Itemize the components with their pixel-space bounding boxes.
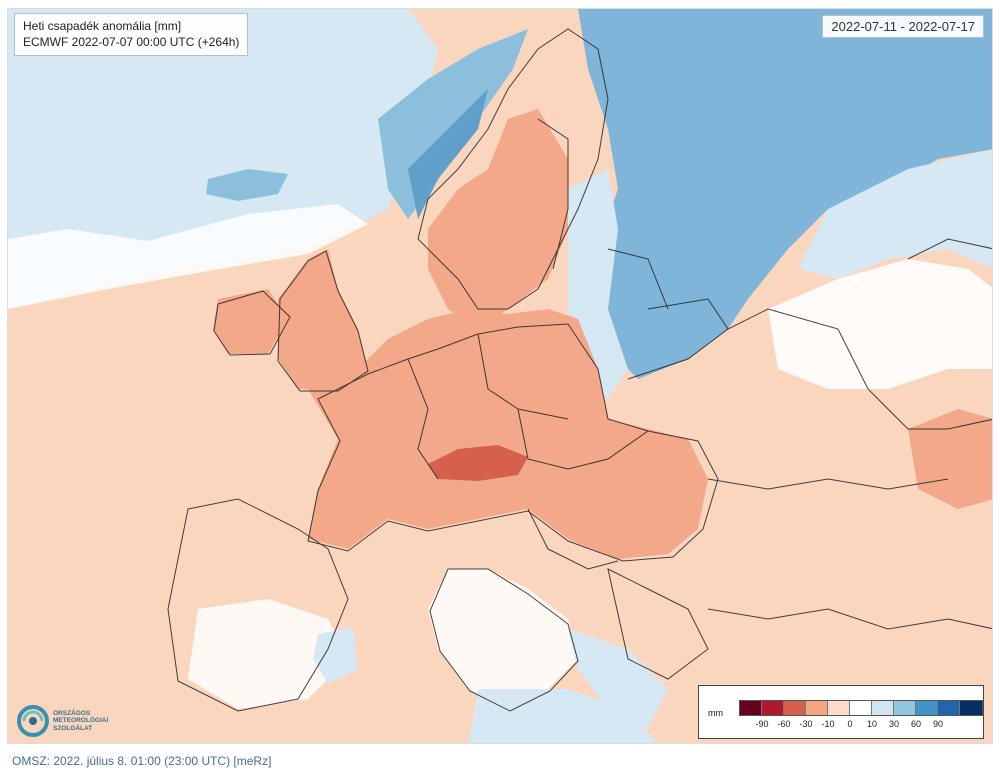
russia-neutral-area: [768, 259, 992, 389]
country-borders: [167, 28, 992, 712]
scandinavia-dry-area: [428, 109, 568, 329]
ireland-dry-area: [213, 289, 288, 354]
legend-swatch: [784, 701, 806, 715]
map-subtitle: ECMWF 2022-07-07 00:00 UTC (+264h): [23, 35, 240, 49]
omsz-logo: ORSZÁGOS METEOROLÓGIAI SZOLGÁLAT: [16, 699, 134, 743]
map-title-box: Heti csapadék anomália [mm] ECMWF 2022-0…: [14, 13, 249, 56]
legend-tick-label: 10: [866, 719, 878, 729]
legend-tick-label: -90: [755, 719, 769, 729]
norway-coast-wet-area: [408, 89, 488, 219]
legend-swatch: [806, 701, 828, 715]
map-frame: Heti csapadék anomália [mm] ECMWF 2022-0…: [7, 8, 993, 744]
legend-tick-label: 0: [847, 719, 853, 729]
legend-unit: mm: [708, 708, 723, 718]
legend-ticks: -90 -60 -30 -10 0 10 30 60 90: [739, 719, 992, 733]
legend-swatch: [916, 701, 938, 715]
legend-tick-label: -60: [777, 719, 791, 729]
legend-swatch: [960, 701, 982, 715]
omsz-logo-text: ORSZÁGOS METEOROLÓGIAI SZOLGÁLAT: [53, 709, 109, 732]
atlantic-neutral-area: [8, 204, 368, 309]
iceland-wet-area: [206, 169, 288, 201]
russia-light-wet-area: [798, 149, 992, 279]
uk-dry-area: [278, 249, 368, 389]
legend-tick-label: -30: [799, 719, 813, 729]
legend-tick-label: 30: [888, 719, 900, 729]
mediterranean-wet-area: [468, 689, 657, 743]
legend-tick-label: 60: [910, 719, 922, 729]
central-europe-dry-area: [308, 309, 708, 559]
date-range-label: 2022-07-11 - 2022-07-17: [822, 15, 984, 38]
legend-swatch: [740, 701, 762, 715]
russia-wet-area: [578, 9, 992, 379]
black-sea-dry-area: [908, 409, 992, 509]
legend-swatch: [872, 701, 894, 715]
alps-dry-core: [428, 445, 528, 481]
legend-tick-label: -10: [821, 719, 835, 729]
legend-swatches: [739, 700, 983, 716]
legend-swatch: [828, 701, 850, 715]
legend-swatch: [850, 701, 872, 715]
legend-swatch: [938, 701, 960, 715]
footer-caption: OMSZ: 2022. július 8. 01:00 (23:00 UTC) …: [12, 754, 272, 768]
legend-swatch: [762, 701, 784, 715]
precipitation-anomaly-map: [8, 9, 992, 743]
adriatic-wet-area: [568, 629, 668, 729]
map-title: Heti csapadék anomália [mm]: [23, 19, 182, 33]
legend-tick-label: 90: [932, 719, 944, 729]
color-legend: mm -90 -60 -30 -10 0 10 30 60 90: [698, 685, 984, 739]
sardinia-wet-area: [313, 627, 358, 684]
legend-swatch: [894, 701, 916, 715]
omsz-logo-icon: [17, 705, 49, 737]
